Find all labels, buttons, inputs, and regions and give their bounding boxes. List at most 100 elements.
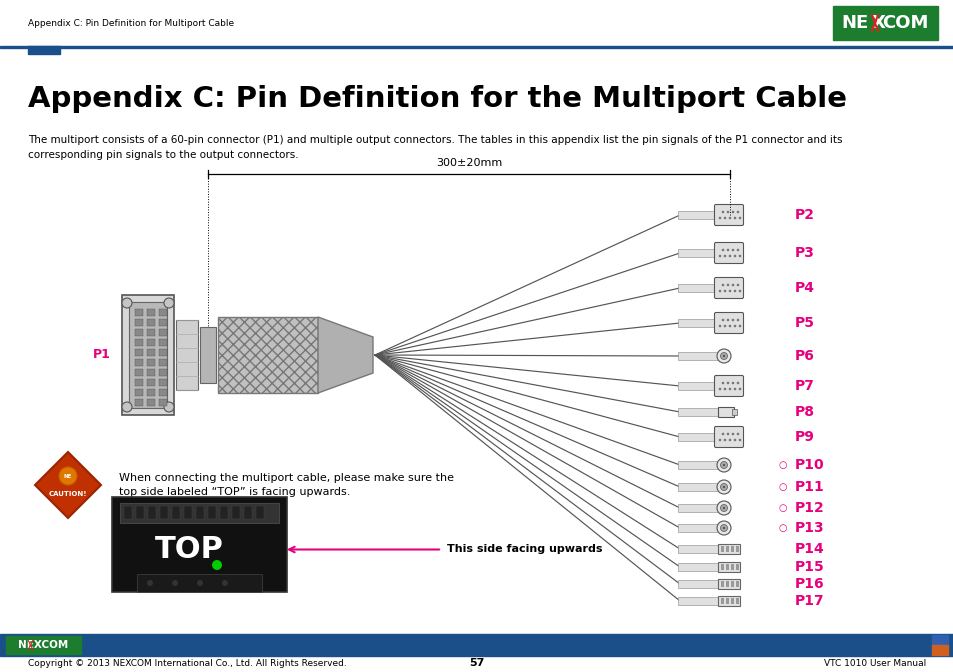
Circle shape: [720, 505, 727, 511]
Circle shape: [733, 290, 736, 292]
Bar: [129, 302, 167, 408]
Bar: [678, 483, 718, 491]
Circle shape: [728, 255, 731, 257]
Circle shape: [723, 439, 725, 442]
Text: ○: ○: [778, 503, 786, 513]
Text: 57: 57: [469, 658, 484, 668]
Circle shape: [733, 325, 736, 327]
Bar: [147, 359, 154, 366]
Bar: [720, 598, 723, 604]
Bar: [232, 506, 240, 519]
Circle shape: [728, 325, 731, 327]
Text: COM: COM: [881, 14, 927, 32]
Bar: [159, 359, 167, 366]
Text: TOP: TOP: [155, 535, 224, 564]
Bar: [147, 369, 154, 376]
Text: P8: P8: [794, 405, 814, 419]
Text: ○: ○: [778, 482, 786, 492]
Circle shape: [738, 216, 740, 219]
Text: P12: P12: [794, 501, 824, 515]
Bar: [159, 309, 167, 316]
Circle shape: [726, 284, 728, 286]
Bar: [135, 329, 143, 336]
Circle shape: [738, 388, 740, 390]
Circle shape: [718, 325, 720, 327]
Bar: [735, 546, 739, 552]
Bar: [147, 319, 154, 326]
Bar: [725, 546, 728, 552]
Bar: [135, 339, 143, 346]
Bar: [678, 433, 718, 441]
Bar: [159, 349, 167, 356]
Text: NE: NE: [64, 474, 72, 478]
Bar: [678, 382, 718, 390]
Bar: [135, 389, 143, 396]
Circle shape: [728, 388, 731, 390]
Circle shape: [726, 211, 728, 213]
Text: P14: P14: [794, 542, 824, 556]
Text: Appendix C: Pin Definition for Multiport Cable: Appendix C: Pin Definition for Multiport…: [28, 19, 233, 28]
Circle shape: [738, 255, 740, 257]
Bar: [200, 327, 215, 383]
Bar: [135, 309, 143, 316]
Bar: [147, 339, 154, 346]
Circle shape: [731, 382, 734, 384]
Circle shape: [723, 216, 725, 219]
Circle shape: [59, 467, 77, 485]
Bar: [147, 399, 154, 406]
Text: P1: P1: [92, 349, 111, 362]
Bar: [720, 546, 723, 552]
Text: ○: ○: [778, 460, 786, 470]
Bar: [136, 506, 144, 519]
Circle shape: [726, 433, 728, 435]
Bar: [135, 349, 143, 356]
Bar: [6, 636, 81, 654]
Circle shape: [164, 298, 173, 308]
Bar: [159, 339, 167, 346]
Bar: [218, 317, 317, 393]
Bar: [159, 389, 167, 396]
Bar: [135, 399, 143, 406]
Bar: [730, 546, 733, 552]
Bar: [159, 399, 167, 406]
Polygon shape: [35, 452, 101, 518]
Circle shape: [736, 433, 739, 435]
FancyBboxPatch shape: [714, 243, 742, 263]
Bar: [730, 564, 733, 570]
Circle shape: [717, 521, 730, 535]
Bar: [122, 295, 173, 415]
Circle shape: [736, 284, 739, 286]
Circle shape: [726, 319, 728, 321]
Bar: [135, 379, 143, 386]
Circle shape: [731, 319, 734, 321]
Circle shape: [722, 527, 724, 530]
Circle shape: [718, 290, 720, 292]
Circle shape: [717, 501, 730, 515]
Bar: [160, 506, 168, 519]
Text: P7: P7: [794, 379, 814, 393]
Bar: [120, 503, 278, 523]
Bar: [678, 563, 718, 571]
Bar: [725, 581, 728, 587]
Text: P3: P3: [794, 246, 814, 260]
Text: Copyright © 2013 NEXCOM International Co., Ltd. All Rights Reserved.: Copyright © 2013 NEXCOM International Co…: [28, 659, 346, 667]
Text: P11: P11: [794, 480, 824, 494]
Circle shape: [731, 211, 734, 213]
Bar: [731, 409, 737, 415]
Bar: [735, 581, 739, 587]
Text: X: X: [871, 14, 885, 32]
Bar: [175, 320, 198, 390]
Circle shape: [717, 458, 730, 472]
Bar: [159, 319, 167, 326]
Circle shape: [733, 388, 736, 390]
Bar: [678, 352, 718, 360]
Bar: [137, 574, 262, 592]
Text: Appendix C: Pin Definition for the Multiport Cable: Appendix C: Pin Definition for the Multi…: [28, 85, 846, 113]
Circle shape: [722, 507, 724, 509]
Bar: [172, 506, 180, 519]
Circle shape: [212, 560, 222, 570]
Bar: [678, 461, 718, 469]
Circle shape: [164, 402, 173, 412]
FancyBboxPatch shape: [714, 204, 742, 226]
Circle shape: [738, 325, 740, 327]
